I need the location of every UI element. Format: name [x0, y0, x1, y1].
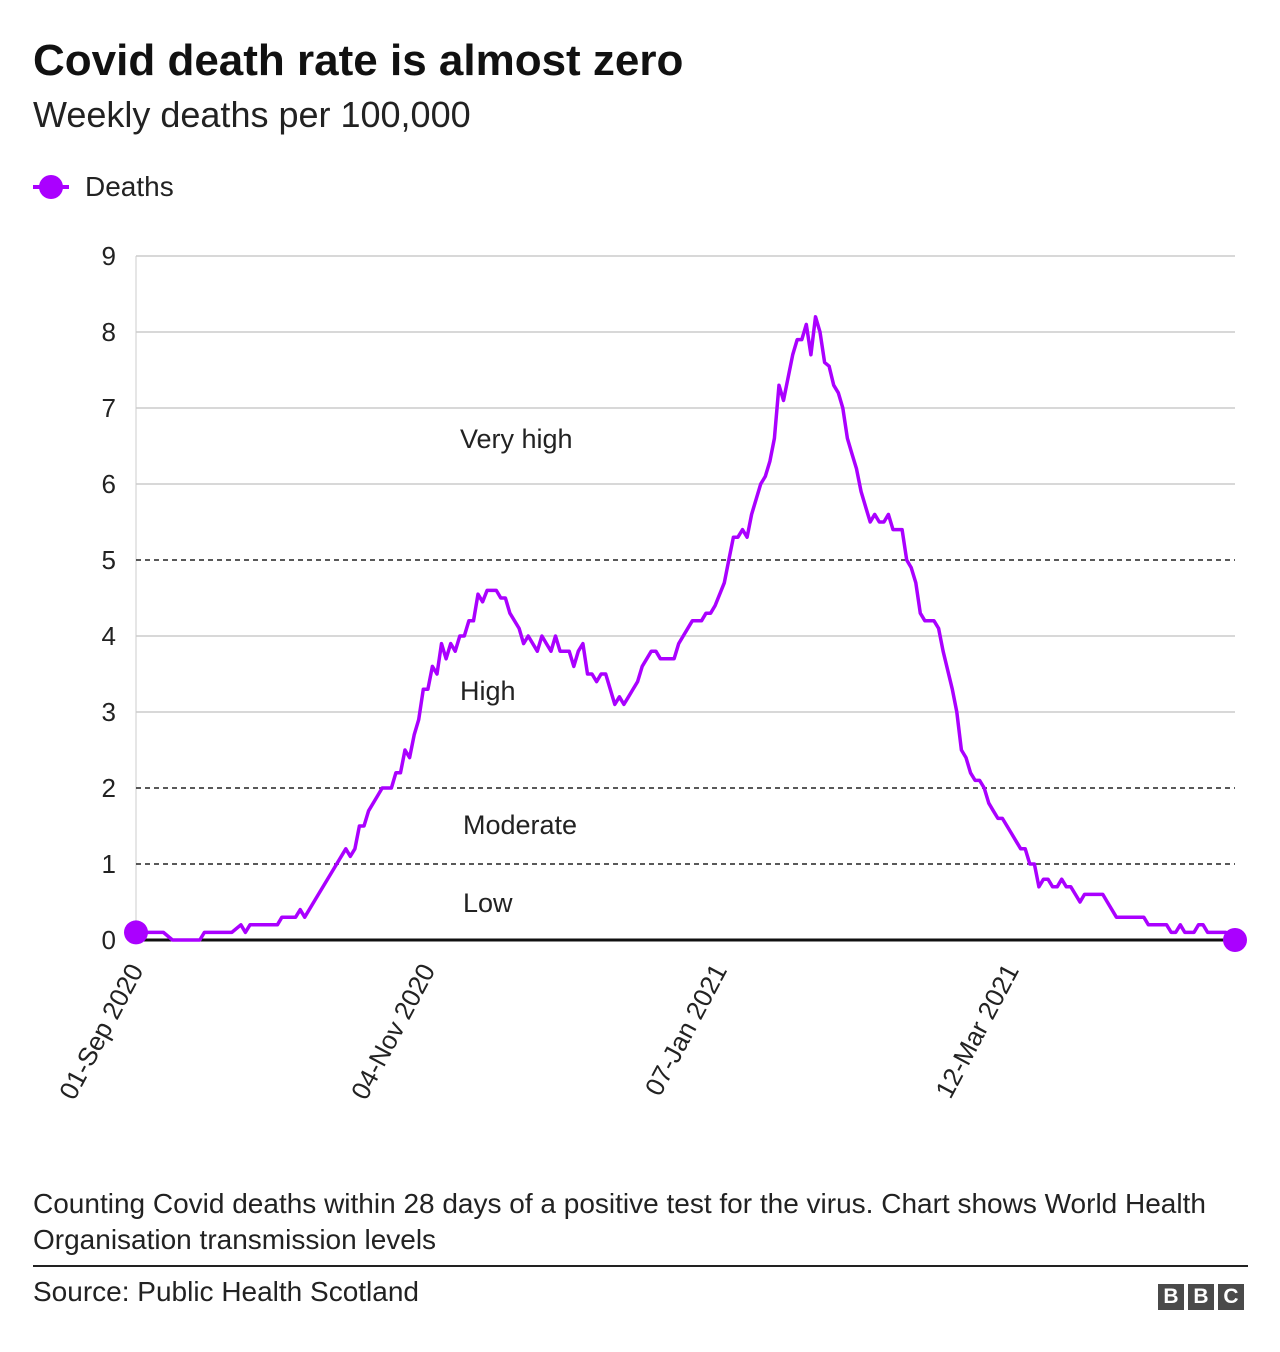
threshold-lines	[136, 559, 1235, 865]
footnote: Counting Covid deaths within 28 days of …	[33, 1188, 1206, 1255]
y-tick-label: 3	[102, 697, 116, 727]
y-tick-label: 2	[102, 773, 116, 803]
y-tick-label: 7	[102, 393, 116, 423]
bbc-logo-letter: C	[1218, 1284, 1244, 1310]
y-tick-label: 5	[102, 545, 116, 575]
y-axis: 0 1 2 3 4 5 6 7 8 9	[102, 241, 116, 955]
y-tick-label: 0	[102, 925, 116, 955]
band-label: Low	[463, 888, 513, 918]
gridlines	[135, 255, 1235, 940]
band-label: Moderate	[463, 810, 577, 840]
y-tick-label: 9	[102, 241, 116, 271]
chart-subtitle: Weekly deaths per 100,000	[33, 94, 471, 135]
x-tick-label: 04-Nov 2020	[345, 959, 441, 1105]
series-deaths	[124, 315, 1247, 952]
x-axis: 01-Sep 2020 04-Nov 2020 07-Jan 2021 12-Mar …	[53, 959, 1025, 1105]
band-label: High	[460, 676, 516, 706]
y-tick-label: 4	[102, 621, 116, 651]
bbc-logo-letter: B	[1188, 1284, 1214, 1310]
bbc-logo: B B C	[1158, 1284, 1248, 1310]
source-text: Source: Public Health Scotland	[33, 1276, 419, 1307]
legend-label-deaths: Deaths	[85, 171, 174, 202]
legend-dot	[39, 175, 63, 199]
y-tick-label: 6	[102, 469, 116, 499]
footer-divider	[33, 1265, 1248, 1267]
legend: Deaths	[33, 170, 174, 204]
y-tick-label: 8	[102, 317, 116, 347]
x-tick-label: 12-Mar 2021	[929, 959, 1025, 1103]
line-chart: 0 1 2 3 4 5 6 7 8 9 Low Moderate High Very high 01-S…	[53, 241, 1247, 1105]
data-point-end	[1223, 928, 1247, 952]
data-point-start	[124, 920, 148, 945]
band-labels: Low Moderate High Very high	[460, 424, 577, 918]
legend-swatch-deaths	[33, 170, 69, 204]
band-label: Very high	[460, 424, 573, 454]
bbc-logo-letter: B	[1158, 1284, 1184, 1310]
y-tick-label: 1	[102, 849, 116, 879]
x-tick-label: 07-Jan 2021	[639, 959, 733, 1101]
chart-title: Covid death rate is almost zero	[33, 36, 684, 85]
series-line-deaths	[136, 315, 1235, 942]
x-tick-label: 01-Sep 2020	[53, 959, 149, 1105]
